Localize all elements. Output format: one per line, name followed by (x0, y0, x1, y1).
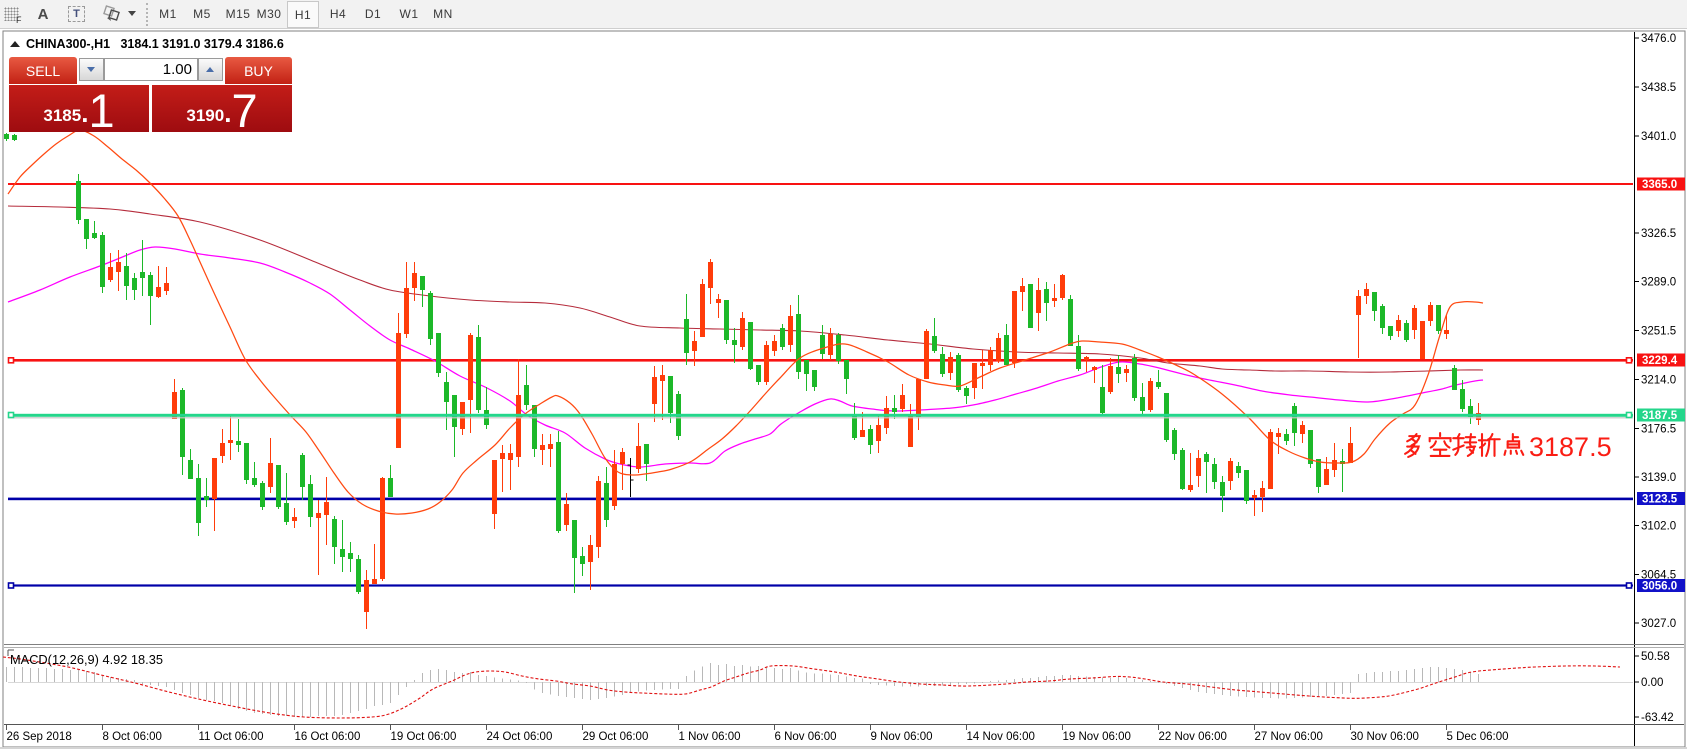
svg-text:16 Oct 06:00: 16 Oct 06:00 (295, 731, 361, 743)
svg-text:3139.0: 3139.0 (1641, 472, 1676, 484)
svg-text:3365.0: 3365.0 (1642, 179, 1677, 191)
svg-text:3289.0: 3289.0 (1641, 277, 1676, 289)
svg-text:1 Nov 06:00: 1 Nov 06:00 (679, 731, 741, 743)
svg-text:19 Oct 06:00: 19 Oct 06:00 (391, 731, 457, 743)
svg-text:3326.5: 3326.5 (1641, 228, 1676, 240)
svg-text:3176.5: 3176.5 (1641, 424, 1676, 436)
svg-text:3476.0: 3476.0 (1641, 33, 1676, 45)
svg-text:3123.5: 3123.5 (1642, 494, 1678, 506)
svg-text:30 Nov 06:00: 30 Nov 06:00 (1351, 731, 1419, 743)
svg-text:3102.0: 3102.0 (1641, 521, 1676, 533)
svg-text:24 Oct 06:00: 24 Oct 06:00 (487, 731, 553, 743)
svg-text:3187.5: 3187.5 (1642, 410, 1678, 422)
svg-text:3187.5: 3187.5 (1529, 432, 1612, 462)
svg-text:3027.0: 3027.0 (1641, 618, 1676, 630)
svg-text:-63.42: -63.42 (1641, 712, 1674, 724)
svg-text:19 Nov 06:00: 19 Nov 06:00 (1063, 731, 1131, 743)
svg-text:9 Nov 06:00: 9 Nov 06:00 (871, 731, 933, 743)
svg-text:3214.0: 3214.0 (1641, 375, 1676, 387)
svg-text:5 Dec 06:00: 5 Dec 06:00 (1447, 731, 1509, 743)
svg-text:3251.5: 3251.5 (1641, 326, 1676, 338)
svg-text:27 Nov 06:00: 27 Nov 06:00 (1255, 731, 1323, 743)
svg-text:50.58: 50.58 (1641, 651, 1670, 663)
svg-text:6 Nov 06:00: 6 Nov 06:00 (775, 731, 837, 743)
svg-text:3438.5: 3438.5 (1641, 82, 1676, 94)
svg-text:0.00: 0.00 (1641, 677, 1663, 689)
svg-text:8 Oct 06:00: 8 Oct 06:00 (103, 731, 162, 743)
svg-text:MACD(12,26,9) 4.92 18.35: MACD(12,26,9) 4.92 18.35 (10, 652, 163, 667)
svg-text:29 Oct 06:00: 29 Oct 06:00 (583, 731, 649, 743)
svg-text:22 Nov 06:00: 22 Nov 06:00 (1159, 731, 1227, 743)
svg-text:11 Oct 06:00: 11 Oct 06:00 (199, 731, 264, 743)
svg-text:14 Nov 06:00: 14 Nov 06:00 (967, 731, 1035, 743)
svg-text:3229.4: 3229.4 (1642, 355, 1678, 367)
svg-text:3056.0: 3056.0 (1642, 581, 1677, 593)
svg-text:3064.5: 3064.5 (1641, 570, 1676, 582)
svg-text:3401.0: 3401.0 (1641, 131, 1676, 143)
svg-text:CHINA300-,H1 3184.1 3191.0 3: CHINA300-,H1 3184.1 3191.0 3179.4 3186.6 (26, 37, 284, 51)
svg-text:26 Sep 2018: 26 Sep 2018 (7, 731, 72, 743)
